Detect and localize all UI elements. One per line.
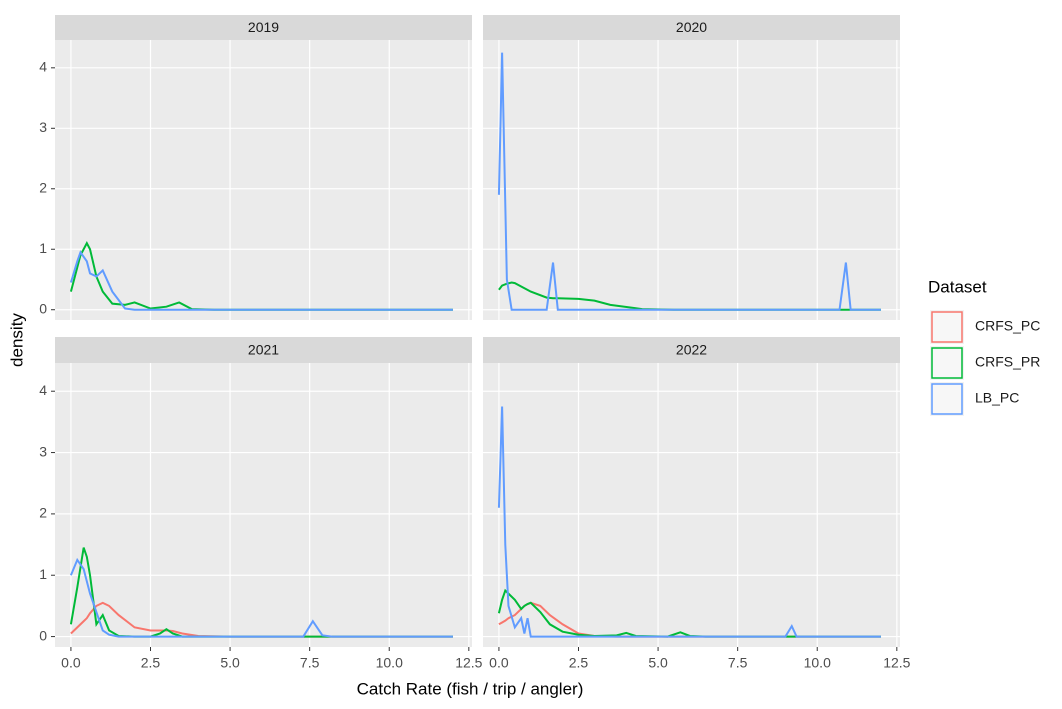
density-line [498, 281, 881, 311]
x-tick-label: 10.0 [804, 655, 831, 671]
density-line [69, 547, 453, 638]
strip-background [55, 15, 472, 40]
x-axis-title: Catch Rate (fish / trip / angler) [357, 679, 584, 698]
legend-title: Dataset [928, 277, 987, 296]
y-axis-title: density [7, 313, 26, 367]
density-line [69, 250, 453, 311]
strip-background [483, 15, 900, 40]
panel-background [483, 40, 900, 320]
legend-label: CRFS_PC [975, 318, 1040, 334]
density-line [69, 241, 453, 311]
strip-label: 2021 [248, 342, 279, 358]
density-line [497, 52, 881, 311]
y-tick-label: 4 [39, 59, 47, 75]
x-tick-label: 2.5 [569, 655, 589, 671]
y-tick-label: 4 [39, 382, 47, 398]
strip-label: 2022 [676, 342, 707, 358]
y-tick-label: 0 [39, 627, 47, 643]
x-tick-label: 5.0 [220, 655, 240, 671]
legend-label: CRFS_PR [975, 354, 1040, 370]
legend-label: LB_PC [975, 390, 1019, 406]
y-tick-label: 2 [39, 505, 47, 521]
panel-background [55, 363, 472, 647]
density-line [497, 406, 881, 638]
x-tick-label: 0.0 [489, 655, 509, 671]
y-tick-label: 3 [39, 119, 47, 135]
x-tick-label: 2.5 [141, 655, 161, 671]
strip-label: 2020 [676, 19, 707, 35]
x-tick-label: 5.0 [648, 655, 668, 671]
density-line [69, 557, 453, 638]
y-tick-label: 1 [39, 240, 47, 256]
x-tick-label: 10.0 [376, 655, 403, 671]
legend-key [931, 383, 963, 415]
panel-background [55, 40, 472, 320]
y-tick-label: 1 [39, 566, 47, 582]
y-tick-label: 0 [39, 300, 47, 316]
strip-label: 2019 [248, 19, 279, 35]
strip-background [483, 337, 900, 363]
x-tick-label: 0.0 [61, 655, 81, 671]
panel-background [483, 363, 900, 647]
x-tick-label: 7.5 [300, 655, 320, 671]
x-tick-label: 12.5 [455, 655, 482, 671]
legend-key [931, 347, 963, 379]
x-tick-label: 7.5 [728, 655, 748, 671]
x-tick-label: 12.5 [883, 655, 910, 671]
y-tick-label: 2 [39, 179, 47, 195]
legend-key [931, 311, 963, 343]
y-tick-label: 3 [39, 443, 47, 459]
strip-background [55, 337, 472, 363]
